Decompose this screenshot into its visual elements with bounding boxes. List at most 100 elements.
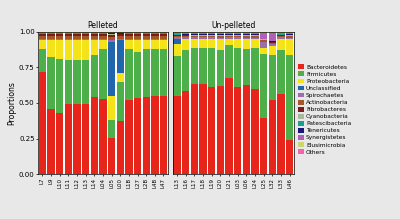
- Bar: [277, 35, 285, 36]
- Bar: [47, 32, 55, 33]
- Bar: [277, 50, 285, 94]
- Bar: [125, 39, 132, 40]
- Bar: [99, 49, 106, 99]
- Bar: [226, 45, 233, 78]
- Bar: [99, 34, 106, 36]
- Bar: [99, 32, 106, 33]
- Bar: [251, 89, 259, 174]
- Bar: [286, 35, 293, 36]
- Bar: [82, 34, 89, 36]
- Bar: [99, 39, 106, 40]
- Bar: [251, 48, 259, 89]
- Bar: [191, 32, 198, 33]
- Bar: [191, 39, 198, 48]
- Bar: [174, 35, 181, 36]
- Bar: [116, 121, 124, 174]
- Bar: [39, 39, 46, 40]
- Bar: [39, 49, 46, 72]
- Bar: [65, 34, 72, 36]
- Bar: [39, 34, 46, 36]
- Bar: [47, 36, 55, 39]
- Bar: [191, 34, 198, 35]
- Bar: [251, 33, 259, 34]
- Bar: [82, 104, 89, 174]
- Bar: [286, 32, 293, 33]
- Bar: [73, 40, 81, 60]
- Bar: [182, 36, 190, 37]
- Bar: [99, 99, 106, 174]
- Bar: [39, 33, 46, 34]
- Bar: [286, 39, 293, 55]
- Bar: [99, 41, 106, 49]
- Bar: [243, 49, 250, 85]
- Bar: [200, 33, 207, 34]
- Bar: [234, 36, 242, 37]
- Bar: [234, 33, 242, 34]
- Bar: [116, 36, 124, 39]
- Bar: [125, 32, 132, 33]
- Bar: [142, 34, 150, 36]
- Bar: [234, 37, 242, 39]
- Bar: [174, 33, 181, 34]
- Bar: [191, 33, 198, 34]
- Bar: [99, 36, 106, 39]
- Y-axis label: Proportions: Proportions: [7, 81, 16, 125]
- Bar: [251, 32, 259, 33]
- Bar: [56, 113, 63, 174]
- Bar: [286, 34, 293, 35]
- Bar: [286, 33, 293, 34]
- Bar: [151, 96, 158, 174]
- Bar: [39, 32, 46, 33]
- Bar: [260, 40, 267, 42]
- Bar: [56, 40, 63, 59]
- Bar: [277, 36, 285, 37]
- Bar: [142, 32, 150, 33]
- Bar: [134, 39, 141, 40]
- Bar: [182, 34, 190, 35]
- Bar: [151, 36, 158, 39]
- Bar: [47, 33, 55, 34]
- Bar: [174, 32, 181, 33]
- Bar: [56, 33, 63, 34]
- Bar: [90, 40, 98, 55]
- Bar: [174, 36, 181, 37]
- Bar: [151, 39, 158, 40]
- Bar: [217, 36, 224, 37]
- Bar: [226, 33, 233, 34]
- Bar: [277, 94, 285, 174]
- Title: Pelleted: Pelleted: [88, 21, 118, 30]
- Bar: [277, 39, 285, 50]
- Bar: [108, 32, 115, 33]
- Bar: [286, 38, 293, 39]
- Bar: [151, 33, 158, 34]
- Bar: [251, 37, 259, 39]
- Bar: [56, 59, 63, 113]
- Bar: [174, 96, 181, 174]
- Bar: [82, 36, 89, 39]
- Bar: [73, 34, 81, 36]
- Bar: [47, 109, 55, 174]
- Bar: [65, 32, 72, 33]
- Bar: [65, 104, 72, 174]
- Bar: [286, 55, 293, 140]
- Bar: [73, 36, 81, 39]
- Bar: [269, 32, 276, 33]
- Bar: [39, 40, 46, 41]
- Bar: [217, 35, 224, 36]
- Bar: [234, 39, 242, 48]
- Bar: [260, 33, 267, 39]
- Bar: [125, 34, 132, 36]
- Bar: [73, 39, 81, 40]
- Bar: [226, 39, 233, 45]
- Bar: [277, 33, 285, 34]
- Bar: [243, 38, 250, 39]
- Bar: [182, 33, 190, 34]
- Bar: [200, 37, 207, 39]
- Bar: [226, 34, 233, 35]
- Bar: [47, 57, 55, 109]
- Bar: [174, 37, 181, 39]
- Bar: [125, 36, 132, 39]
- Bar: [260, 39, 267, 40]
- Bar: [208, 32, 216, 33]
- Bar: [200, 39, 207, 48]
